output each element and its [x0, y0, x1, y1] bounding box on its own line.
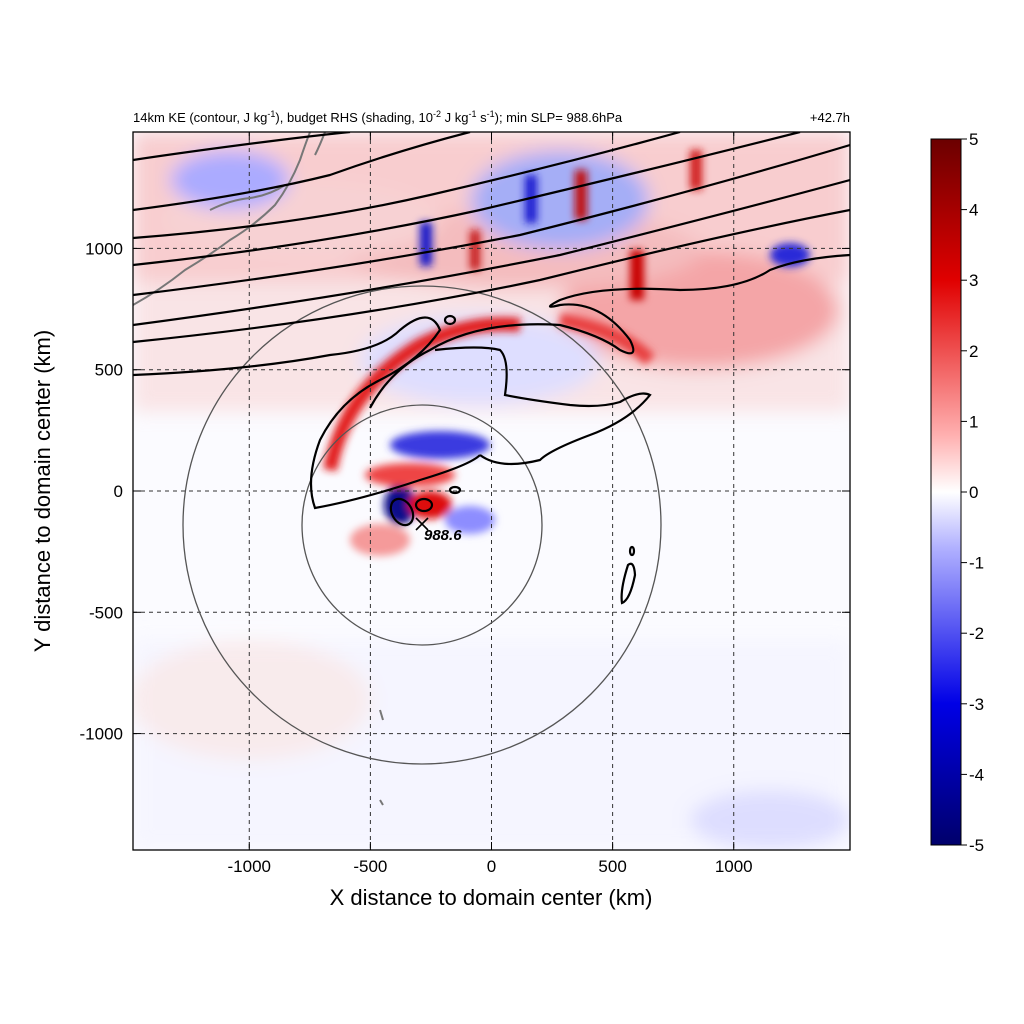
y-axis: 1000 500 0 -500 -1000	[80, 239, 850, 744]
colorbar-tick-label: 2	[969, 342, 978, 361]
colorbar-tick-label: 4	[969, 201, 978, 220]
y-axis-title: Y distance to domain center (km)	[30, 330, 55, 652]
chart-title: 14km KE (contour, J kg-1), budget RHS (s…	[133, 109, 623, 125]
forecast-hour: +42.7h	[810, 110, 850, 125]
min-slp-marker: 988.6	[415, 517, 462, 544]
colorbar-tick-label: 1	[969, 412, 978, 431]
x-tick-label: 500	[598, 857, 626, 876]
colorbar-tick-label: 5	[969, 130, 978, 149]
colorbar-tick-label: -3	[969, 695, 984, 714]
colorbar-tick-label: -1	[969, 554, 984, 573]
colorbar-tick-label: 3	[969, 271, 978, 290]
y-tick-label: -1000	[80, 725, 123, 744]
colorbar-tick-label: -5	[969, 836, 984, 855]
x-tick-label: 1000	[715, 857, 753, 876]
shading-layer	[133, 132, 850, 850]
y-tick-label: -500	[89, 603, 123, 622]
x-tick-label: -1000	[228, 857, 271, 876]
min-slp-label: 988.6	[424, 527, 462, 544]
x-axis-title: X distance to domain center (km)	[330, 885, 653, 910]
range-circle-500km	[301, 404, 543, 646]
y-tick-label: 1000	[85, 239, 123, 258]
x-tick-label: -500	[353, 857, 387, 876]
y-tick-label: 0	[114, 482, 123, 501]
colorbar-tick-label: -2	[969, 624, 984, 643]
colorbar-ticks: 5 4 3 2 1 0 -1 -2 -3 -4 -5	[961, 130, 984, 855]
range-circle-1000km	[182, 285, 662, 765]
colorbar-tick-label: 0	[969, 483, 978, 502]
y-tick-label: 500	[95, 361, 123, 380]
colorbar	[930, 138, 962, 846]
x-axis: -1000 -500 0 500 1000	[228, 132, 753, 876]
ke-contours	[133, 132, 850, 605]
x-tick-label: 0	[487, 857, 496, 876]
colorbar-tick-label: -4	[969, 765, 984, 784]
